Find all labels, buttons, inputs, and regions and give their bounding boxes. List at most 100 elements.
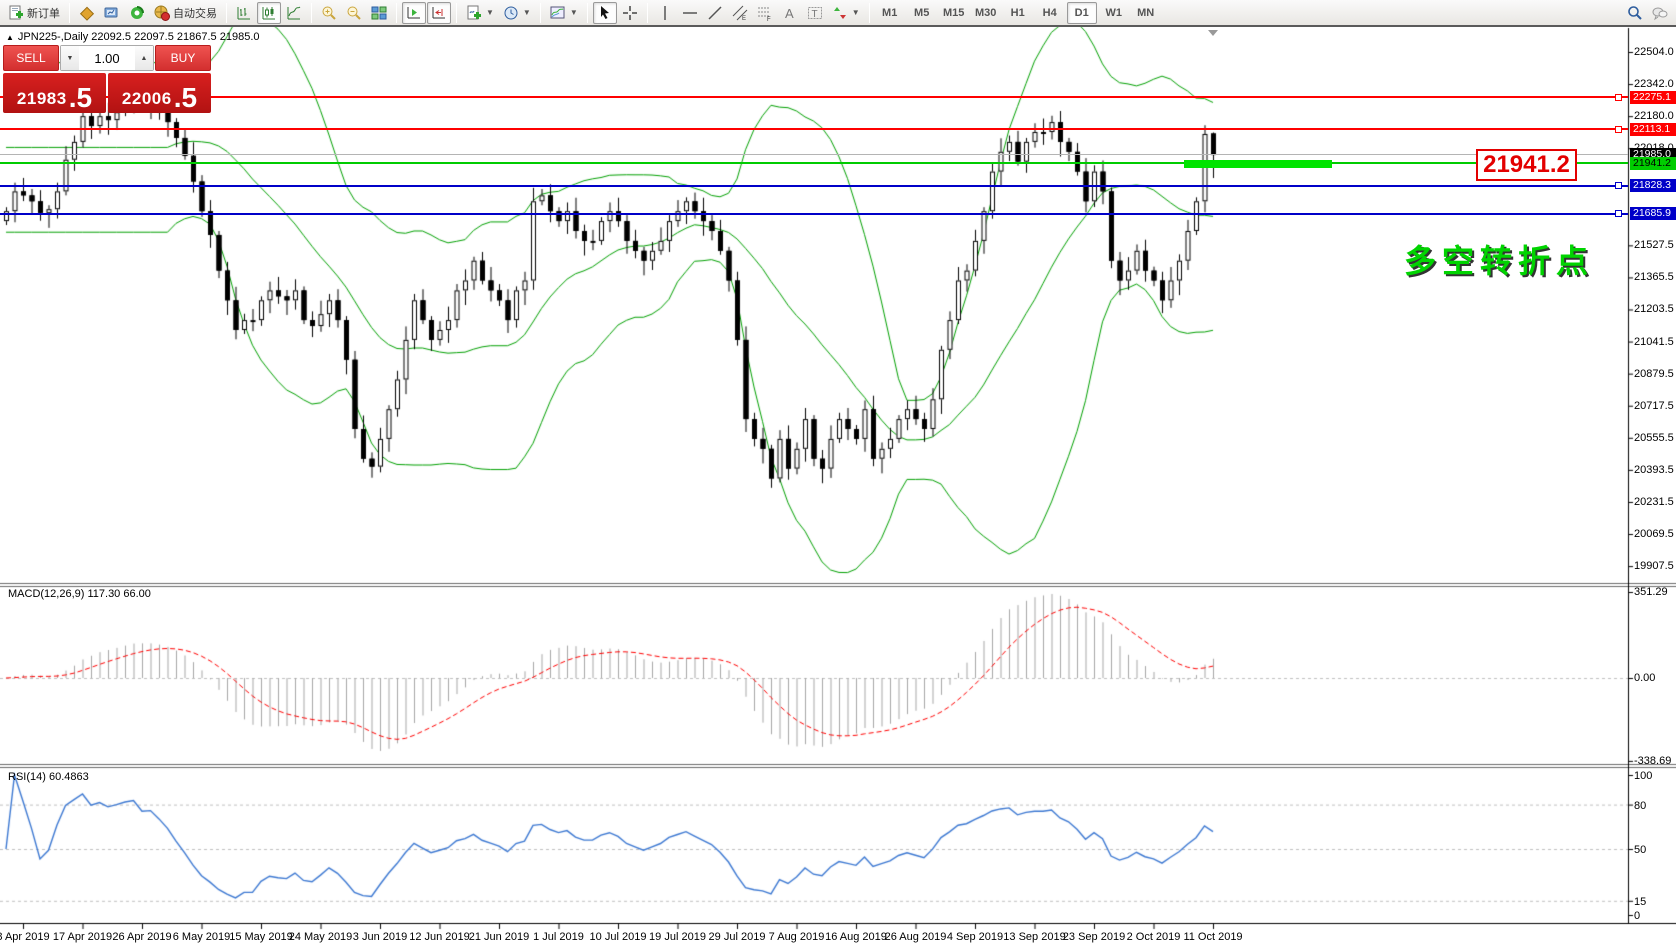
toolbar-separator (311, 2, 312, 23)
svg-text:F: F (767, 17, 771, 21)
new-order-button[interactable]: 新订单 (4, 2, 64, 24)
level-line-21685.9[interactable] (0, 212, 1628, 215)
chat-button[interactable] (1648, 2, 1672, 24)
dropdown-caret: ▼ (522, 8, 531, 17)
timeframe-h4[interactable]: H4 (1042, 6, 1057, 19)
macd-axis-tick: 0.00 (1634, 672, 1656, 684)
timeframe-m15[interactable]: M15 (942, 6, 965, 19)
toolbar-separator (69, 2, 70, 23)
signals-button[interactable] (125, 2, 149, 24)
symbol-ohlc-text: JPN225-,Daily 22092.5 22097.5 21867.5 21… (17, 31, 260, 43)
line-anchor-square[interactable] (1615, 210, 1622, 218)
sell-button[interactable]: SELL (3, 45, 59, 71)
y-axis-tick: 20393.5 (1634, 463, 1674, 476)
fibonacci-icon: F (757, 7, 771, 21)
sell-price-display[interactable]: 21983 .5 (3, 73, 106, 113)
zoom-out-button[interactable] (342, 2, 366, 24)
volume-increase-button[interactable]: ▲ (135, 46, 153, 70)
line-anchor-square[interactable] (1615, 182, 1622, 190)
new-chart-button[interactable] (75, 2, 99, 24)
toolbar-separator (456, 2, 457, 23)
level-line-21985.0[interactable] (0, 154, 1628, 156)
rsi-axis-tick: 50 (1634, 844, 1647, 856)
x-axis-tick: 16 Aug 2019 (825, 931, 887, 943)
macd-label: MACD(12,26,9) 117.30 66.00 (8, 588, 151, 600)
timeframe-mn[interactable]: MN (1137, 6, 1155, 19)
x-axis-tick: 4 Sep 2019 (946, 931, 1004, 943)
equidistant-channel-button[interactable]: E (728, 2, 752, 24)
symbol-ohlc-header: ▲ JPN225-,Daily 22092.5 22097.5 21867.5 2… (6, 31, 260, 43)
thick-green-trend-segment[interactable] (1184, 160, 1332, 168)
timeframe-m5[interactable]: M5 (914, 6, 930, 19)
x-axis-tick: 3 Jun 2019 (352, 931, 408, 943)
level-line-21828.3[interactable] (0, 184, 1628, 187)
y-axis-tick: 22342.0 (1634, 78, 1674, 91)
indicators-icon (467, 5, 481, 19)
price-callout-box[interactable]: 21941.2 (1476, 149, 1577, 181)
vertical-line-button[interactable] (653, 2, 677, 24)
x-axis-tick: 6 May 2019 (172, 931, 231, 943)
fibonacci-button[interactable]: F (753, 2, 777, 24)
text-label-button[interactable]: T (803, 2, 827, 24)
trendline-icon (708, 5, 722, 20)
toolbar-separator (539, 2, 541, 23)
rsi-axis-tick: 0 (1634, 910, 1641, 922)
buy-price-display[interactable]: 22006 .5 (108, 73, 211, 113)
x-axis-tick: 7 Aug 2019 (768, 931, 825, 943)
y-axis-tick: 20069.5 (1634, 528, 1674, 541)
timeframe-w1[interactable]: W1 (1105, 6, 1122, 19)
buy-price-frac: .5 (173, 82, 198, 113)
cursor-button[interactable] (592, 1, 617, 24)
auto-scroll-icon (407, 6, 420, 18)
periods-button[interactable]: ▼ (499, 2, 535, 24)
arrows-button[interactable]: ▼ (828, 2, 864, 24)
text-label-icon: T (807, 6, 822, 20)
search-button[interactable] (1623, 2, 1647, 24)
arrows-icon (833, 6, 846, 19)
chat-icon (1652, 7, 1668, 20)
timeframe-m1[interactable]: M1 (882, 6, 898, 19)
autotrading-label: 自动交易 (173, 7, 217, 20)
volume-input[interactable] (79, 46, 135, 70)
horizontal-line-button[interactable] (678, 2, 702, 24)
auto-scroll-button[interactable] (402, 1, 426, 24)
candlestick-icon (262, 6, 275, 19)
chart-shift-marker[interactable] (1208, 30, 1218, 36)
bar-chart-icon (237, 6, 250, 19)
indicators-button[interactable]: ▼ (462, 2, 498, 24)
turning-point-annotation[interactable]: 多空转折点 (1404, 243, 1595, 279)
svg-text:T: T (811, 9, 817, 20)
timeframe-d1[interactable]: D1 (1066, 1, 1097, 24)
zoom-in-button[interactable] (317, 2, 341, 24)
line-anchor-square[interactable] (1615, 125, 1622, 133)
buy-button[interactable]: BUY (155, 45, 211, 71)
volume-decrease-button[interactable]: ▼ (61, 46, 79, 70)
timeframe-h1[interactable]: H1 (1010, 6, 1025, 19)
crosshair-button[interactable] (618, 2, 642, 24)
text-button[interactable]: A (778, 2, 802, 24)
new-order-label: 新订单 (27, 7, 60, 20)
level-line-22275.1[interactable] (0, 96, 1628, 99)
autotrading-button[interactable]: 自动交易 (150, 2, 221, 24)
buy-price-main: 22006 (121, 89, 172, 108)
trendline-button[interactable] (703, 2, 727, 24)
timeframe-group: M1 M5 M15 M30 H1 H4 D1 W1 MN (875, 1, 1161, 24)
timeframe-m30[interactable]: M30 (974, 6, 997, 19)
bar-chart-button[interactable] (232, 2, 256, 24)
chart-shift-button[interactable] (427, 1, 451, 24)
zoom-out-icon (347, 6, 361, 20)
panel-collapse-arrow[interactable]: ▲ (6, 33, 14, 42)
rsi-axis-tick: 15 (1634, 895, 1647, 908)
line-chart-button[interactable] (282, 2, 306, 24)
level-line-21941.2[interactable] (0, 162, 1628, 165)
toolbar-separator (396, 2, 397, 23)
level-line-22113.1[interactable] (0, 128, 1628, 131)
metaeditor-button[interactable] (100, 2, 124, 24)
line-anchor-square[interactable] (1615, 93, 1622, 101)
rsi-axis-tick: 100 (1634, 770, 1653, 782)
tile-windows-button[interactable] (367, 2, 391, 24)
toolbar-separator (226, 2, 227, 23)
templates-button[interactable]: ▼ (546, 2, 582, 24)
candlestick-chart-button[interactable] (257, 1, 281, 24)
